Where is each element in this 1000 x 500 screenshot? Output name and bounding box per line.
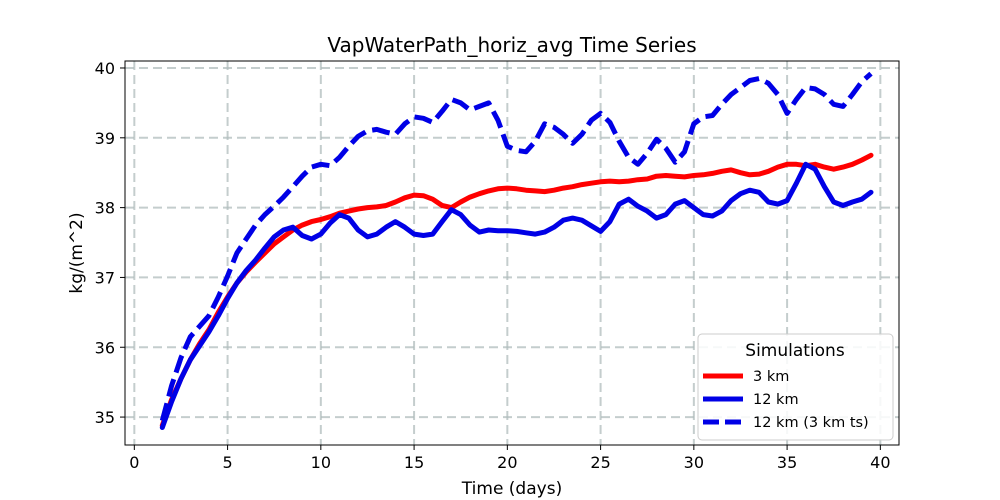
y-tick-label: 40 <box>95 59 115 78</box>
series-layer <box>159 71 874 430</box>
y-tick-label: 35 <box>95 408 115 427</box>
x-tick-label: 5 <box>222 453 232 472</box>
chart-title: VapWaterPath_horiz_avg Time Series <box>327 33 696 57</box>
x-tick-label: 30 <box>684 453 704 472</box>
x-tick-label: 35 <box>777 453 797 472</box>
legend-label-1: 12 km <box>753 392 799 408</box>
axis-ticks: 0 5 10 15 20 25 30 35 40 35 36 37 38 39 40 <box>95 59 891 472</box>
x-tick-label: 15 <box>404 453 424 472</box>
x-tick-label: 10 <box>311 453 331 472</box>
legend-box <box>697 333 894 441</box>
x-axis-label: Time (days) <box>461 479 562 499</box>
series-line-1 <box>159 161 874 430</box>
x-tick-label: 25 <box>590 453 610 472</box>
legend: Simulations 3 km 12 km 12 km (3 km ts) <box>697 333 894 441</box>
y-tick-label: 36 <box>95 338 115 357</box>
plot-area-frame <box>124 60 900 446</box>
legend-title: Simulations <box>745 341 845 361</box>
x-tick-label: 40 <box>870 453 890 472</box>
legend-label-2: 12 km (3 km ts) <box>753 415 869 431</box>
y-tick-label: 37 <box>95 268 115 287</box>
series-line-0 <box>159 152 874 428</box>
y-axis-label: kg/(m^2) <box>67 212 87 293</box>
y-tick-label: 39 <box>95 129 115 148</box>
x-tick-label: 20 <box>497 453 517 472</box>
legend-entries: 3 km 12 km 12 km (3 km ts) <box>703 369 869 431</box>
x-tick-label: 0 <box>129 453 139 472</box>
series-line-2 <box>159 71 873 422</box>
y-tick-label: 38 <box>95 199 115 218</box>
legend-label-0: 3 km <box>753 369 789 385</box>
